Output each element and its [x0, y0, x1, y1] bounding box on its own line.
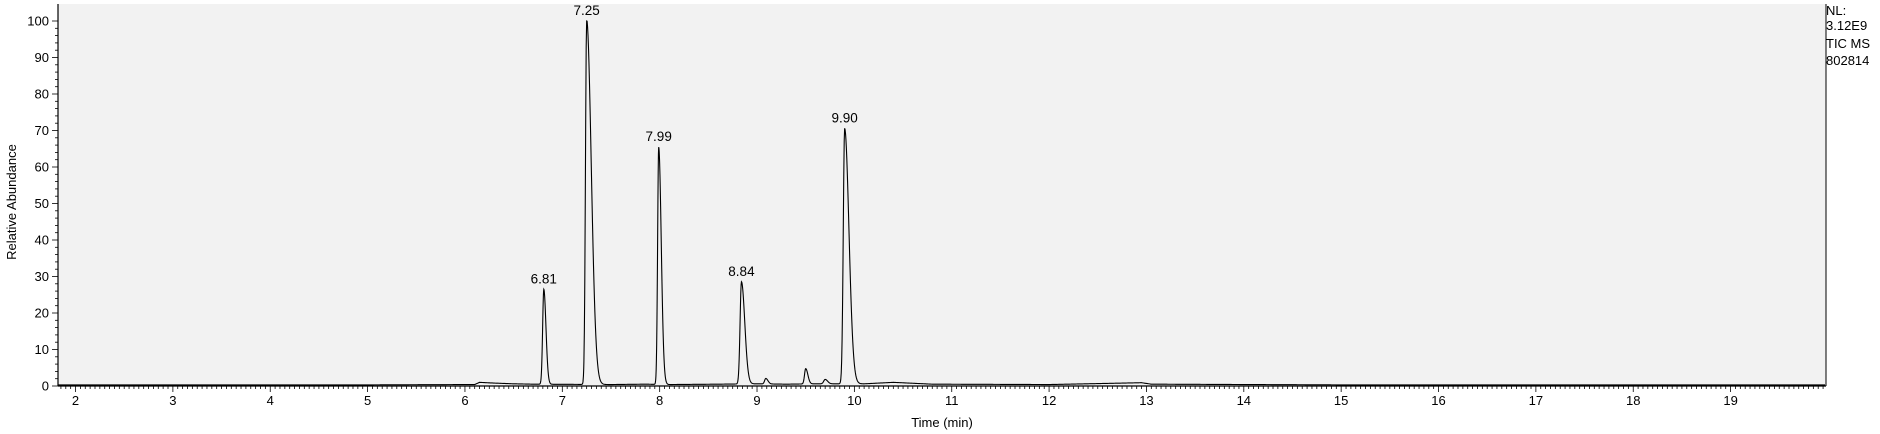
x-tick-label: 14	[1237, 393, 1251, 408]
x-tick-label: 19	[1723, 393, 1737, 408]
x-tick-label: 7	[559, 393, 566, 408]
x-tick-label: 16	[1431, 393, 1445, 408]
x-axis-ticks: 2 3 4 5 6 7 8 9 10 11 12 13 14 15 16 17 18 19	[60, 386, 1824, 408]
sample-id: 802814	[1826, 53, 1870, 68]
x-tick-label: 10	[847, 393, 861, 408]
y-tick-label: 70	[35, 123, 49, 138]
y-tick-label: 10	[35, 342, 49, 357]
peak-labels: 6.81 7.25 7.99 8.84 9.90	[531, 3, 858, 286]
peak-label: 7.99	[646, 129, 672, 144]
x-tick-label: 11	[945, 393, 959, 408]
scan-type: TIC MS	[1826, 36, 1871, 51]
x-tick-label: 6	[461, 393, 468, 408]
x-tick-label: 17	[1529, 393, 1543, 408]
peak-label: 8.84	[728, 264, 755, 279]
x-tick-label: 5	[364, 393, 371, 408]
y-tick-label: 30	[35, 269, 49, 284]
peak-label: 6.81	[531, 271, 557, 286]
y-tick-label: 80	[35, 87, 49, 102]
x-axis-title: Time (min)	[911, 415, 973, 430]
peak-label: 7.25	[574, 3, 600, 18]
x-tick-label: 9	[753, 393, 760, 408]
plot-area	[58, 4, 1826, 386]
y-tick-label: 20	[35, 306, 49, 321]
nl-label: NL:	[1826, 3, 1847, 18]
tic-trace	[58, 20, 1826, 386]
x-tick-label: 12	[1042, 393, 1056, 408]
x-tick-label: 18	[1626, 393, 1640, 408]
x-tick-label: 8	[656, 393, 663, 408]
y-tick-label: 40	[35, 233, 49, 248]
y-axis-ticks: 0 10 20 30 40 50 60 70 80 90 100	[27, 14, 58, 394]
nl-value: 3.12E9	[1826, 18, 1868, 33]
x-tick-label: 15	[1334, 393, 1348, 408]
y-tick-label: 100	[27, 14, 49, 29]
x-tick-label: 4	[267, 393, 274, 408]
x-tick-label: 2	[72, 393, 79, 408]
y-tick-label: 60	[35, 160, 49, 175]
y-tick-label: 90	[35, 50, 49, 65]
y-axis-title: Relative Abundance	[4, 144, 19, 260]
x-tick-label: 13	[1139, 393, 1153, 408]
y-tick-label: 50	[35, 196, 49, 211]
peak-label: 9.90	[832, 110, 858, 125]
y-tick-label: 0	[42, 379, 49, 394]
x-tick-label: 3	[169, 393, 176, 408]
